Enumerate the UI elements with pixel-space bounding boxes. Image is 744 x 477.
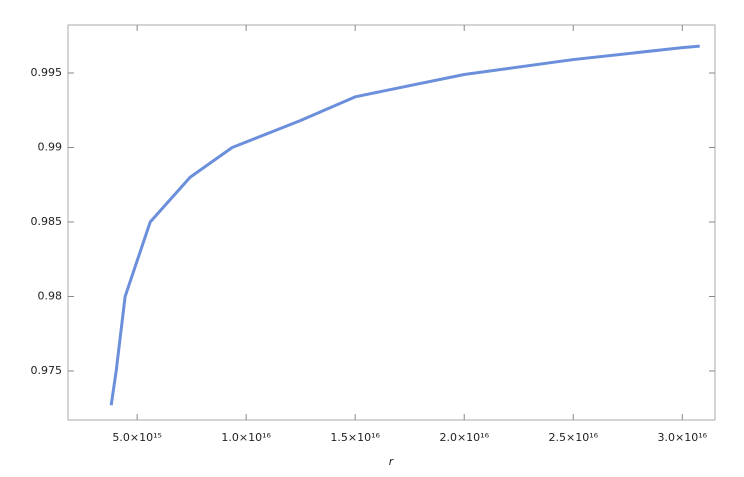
plot-frame — [67, 24, 716, 421]
x-tick-label: 5.0×10¹⁵ — [112, 431, 162, 444]
x-tick-label: 1.5×10¹⁶ — [330, 431, 380, 444]
y-tick-label: 0.995 — [31, 66, 63, 79]
y-tick-label: 0.975 — [31, 364, 63, 377]
y-tick-label: 0.985 — [31, 215, 63, 228]
y-tick-label: 0.98 — [38, 289, 63, 302]
x-tick-label: 1.0×10¹⁶ — [221, 431, 271, 444]
x-tick-label: 2.0×10¹⁶ — [439, 431, 489, 444]
x-tick-label: 2.5×10¹⁶ — [548, 431, 598, 444]
x-tick-label: 3.0×10¹⁶ — [658, 431, 708, 444]
y-tick-label: 0.99 — [38, 140, 63, 153]
data-line — [109, 44, 700, 406]
x-axis-label: r — [389, 455, 395, 468]
